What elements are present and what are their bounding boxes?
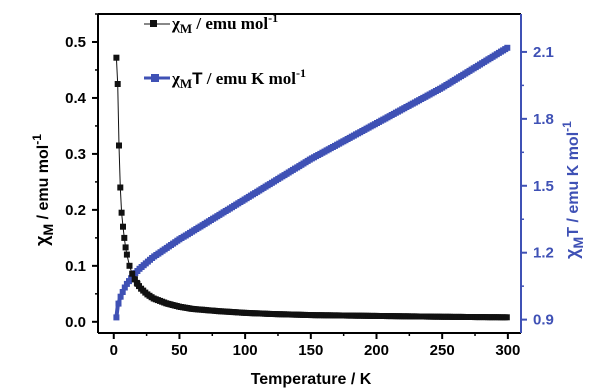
chiM-point [121,234,128,241]
svg-text:χMT / emu K mol-1: χMT / emu K mol-1 [560,121,586,259]
chiM-point [123,251,130,258]
chiM-point [131,276,138,283]
legend: χM / emu mol-1 χMT / emu K mol-1 [144,11,306,91]
chiMT-point [121,284,128,291]
y-right-tick-label: 2.1 [533,44,554,61]
data-layer [113,44,511,321]
x-tick-label: 150 [298,342,323,359]
x-tick-label: 250 [430,342,455,359]
chiM-point [133,279,140,286]
chiM-series-line [115,57,508,318]
legend-entry-chiM: χM / emu mol-1 [144,11,278,36]
y-left-tick-label: 0.4 [65,90,87,107]
x-tick-label: 50 [171,342,188,359]
x-tick-label: 100 [233,342,258,359]
chiMT-point [119,289,126,295]
axes-layer: 0 50 100 150 200 250 300 0.0 0.1 0.2 0.3 0.4 0.5 0.9 1… [65,13,554,359]
y-left-tick-label: 0.5 [65,34,86,51]
chiM-point [503,314,510,321]
legend-entry-chiMT: χMT / emu K mol-1 [144,66,306,91]
y-left-tick-label: 0.2 [65,202,86,219]
x-tick-label: 200 [364,342,389,359]
y-left-tick-label: 0.3 [65,146,86,163]
x-axis-title: Temperature / K [251,371,372,388]
y-left-tick-label: 0.1 [65,258,86,275]
chiMT-point [117,293,124,300]
legend-marker-chiMT [151,74,159,82]
chiMT-point [504,44,511,51]
x-tick-label: 0 [110,342,118,359]
chiM-point [129,270,136,277]
chiM-point [120,223,126,230]
y-left-axis-title: χM / emu mol-1 [30,134,56,246]
chiM-point [114,81,121,87]
svg-text:χM / emu mol-1: χM / emu mol-1 [30,134,56,246]
y-left-tick-label: 0.0 [65,314,86,331]
chiM-point [116,142,122,149]
chiM-point [126,262,133,269]
y-right-tick-label: 1.5 [533,178,554,195]
x-tick-label: 300 [495,342,520,359]
y-right-tick-label: 1.8 [533,111,554,128]
legend-marker-chiM [150,20,157,27]
chiM-point [122,244,129,251]
chiMT-point [115,300,122,307]
chiM-point [118,209,125,216]
chiM-point [113,54,120,61]
y-right-tick-label: 1.2 [533,245,554,262]
chiM-point [117,184,124,191]
y-right-tick-label: 0.9 [533,312,554,329]
legend-label-chiM: χM / emu mol-1 [171,11,278,36]
legend-label-chiMT: χMT / emu K mol-1 [171,66,306,91]
y-right-axis-title: χMT / emu K mol-1 [560,121,586,259]
chiMT-point [113,314,120,321]
